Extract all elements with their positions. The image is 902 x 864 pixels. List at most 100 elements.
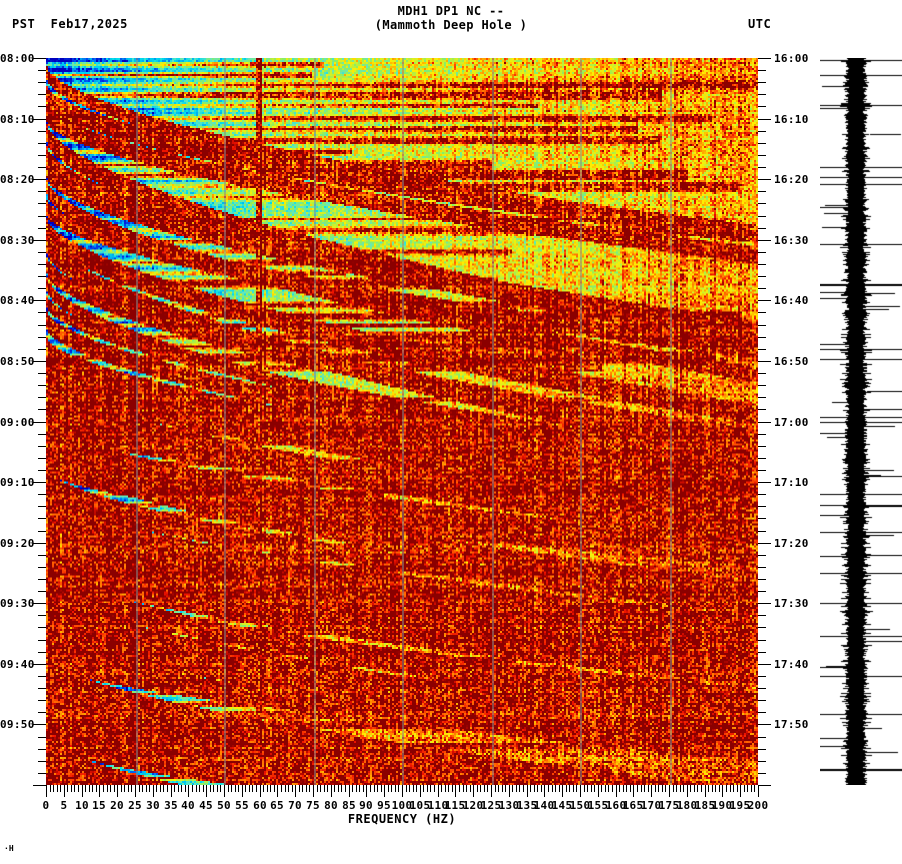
freq-tick-major xyxy=(598,785,599,797)
time-tick-major-right xyxy=(758,361,771,362)
freq-tick-minor xyxy=(416,785,417,792)
time-tick-minor-right xyxy=(758,70,766,71)
time-label-pst: 09:10 xyxy=(0,476,35,489)
freq-label: 155 xyxy=(587,799,609,812)
freq-tick-minor xyxy=(252,785,253,792)
freq-tick-major xyxy=(669,785,670,797)
time-tick-major-left xyxy=(33,543,46,544)
freq-tick-minor xyxy=(612,785,613,792)
time-tick-minor-left xyxy=(38,70,46,71)
freq-label: 160 xyxy=(605,799,627,812)
time-tick-minor-right xyxy=(758,385,766,386)
freq-tick-minor xyxy=(445,785,446,792)
time-tick-minor-left xyxy=(38,652,46,653)
freq-label: 65 xyxy=(270,799,284,812)
time-tick-major-left xyxy=(33,58,46,59)
time-tick-minor-left xyxy=(38,94,46,95)
freq-label: 95 xyxy=(377,799,391,812)
time-tick-minor-left xyxy=(38,434,46,435)
time-tick-minor-right xyxy=(758,531,766,532)
freq-label: 185 xyxy=(694,799,716,812)
freq-label: 90 xyxy=(359,799,373,812)
station-code-label: MDH1 DP1 NC -- xyxy=(397,4,505,18)
time-tick-minor-right xyxy=(758,373,766,374)
freq-tick-minor xyxy=(665,785,666,792)
freq-tick-major xyxy=(153,785,154,797)
freq-label: 20 xyxy=(110,799,124,812)
page-title: MDH1 DP1 NC -- (Mammoth Deep Hole ) xyxy=(0,4,902,32)
freq-label: 35 xyxy=(164,799,178,812)
freq-tick-minor xyxy=(644,785,645,792)
freq-tick-minor xyxy=(320,785,321,792)
seismogram-trace-image[interactable] xyxy=(820,58,902,785)
freq-tick-minor xyxy=(327,785,328,792)
time-tick-minor-right xyxy=(758,458,766,459)
freq-tick-major xyxy=(420,785,421,797)
freq-tick-minor xyxy=(114,785,115,792)
seismogram-trace-panel[interactable] xyxy=(820,58,902,785)
spectrogram-image[interactable] xyxy=(46,58,758,785)
freq-tick-minor xyxy=(391,785,392,792)
freq-label: 140 xyxy=(533,799,555,812)
freq-tick-minor xyxy=(50,785,51,792)
time-tick-minor-left xyxy=(38,131,46,132)
freq-tick-major xyxy=(64,785,65,797)
freq-tick-minor xyxy=(587,785,588,792)
time-label-pst: 08:20 xyxy=(0,173,35,186)
freq-tick-major xyxy=(46,785,47,797)
freq-tick-major xyxy=(402,785,403,797)
time-tick-major-right xyxy=(758,543,771,544)
freq-tick-minor xyxy=(662,785,663,792)
freq-tick-minor xyxy=(754,785,755,792)
freq-tick-minor xyxy=(541,785,542,792)
time-tick-minor-left xyxy=(38,191,46,192)
freq-tick-minor xyxy=(192,785,193,792)
freq-tick-major xyxy=(313,785,314,797)
freq-tick-major xyxy=(651,785,652,797)
freq-label: 170 xyxy=(640,799,662,812)
freq-tick-minor xyxy=(601,785,602,792)
time-tick-minor-left xyxy=(38,82,46,83)
time-tick-minor-right xyxy=(758,688,766,689)
time-tick-minor-right xyxy=(758,627,766,628)
freq-tick-minor xyxy=(413,785,414,792)
freq-tick-minor xyxy=(591,785,592,792)
freq-tick-major xyxy=(295,785,296,797)
freq-tick-minor xyxy=(733,785,734,792)
freq-tick-minor xyxy=(641,785,642,792)
freq-tick-major xyxy=(117,785,118,797)
freq-tick-minor xyxy=(57,785,58,792)
spectrogram-plot[interactable] xyxy=(46,58,758,785)
freq-tick-minor xyxy=(60,785,61,792)
freq-tick-minor xyxy=(495,785,496,792)
freq-tick-minor xyxy=(530,785,531,792)
freq-tick-minor xyxy=(459,785,460,792)
time-tick-minor-right xyxy=(758,640,766,641)
time-tick-minor-left xyxy=(38,700,46,701)
freq-tick-minor xyxy=(466,785,467,792)
freq-label: 25 xyxy=(128,799,142,812)
time-tick-minor-left xyxy=(38,627,46,628)
freq-tick-minor xyxy=(719,785,720,792)
freq-tick-major xyxy=(705,785,706,797)
freq-label: 105 xyxy=(409,799,431,812)
freq-tick-minor xyxy=(427,785,428,792)
freq-tick-minor xyxy=(690,785,691,792)
time-tick-minor-left xyxy=(38,106,46,107)
freq-tick-minor xyxy=(434,785,435,792)
freq-tick-minor xyxy=(89,785,90,792)
freq-tick-minor xyxy=(85,785,86,792)
freq-tick-minor xyxy=(228,785,229,792)
time-tick-minor-right xyxy=(758,82,766,83)
freq-tick-minor xyxy=(302,785,303,792)
freq-tick-minor xyxy=(637,785,638,792)
freq-tick-minor xyxy=(552,785,553,792)
freq-tick-minor xyxy=(409,785,410,792)
freq-tick-minor xyxy=(658,785,659,792)
freq-tick-minor xyxy=(676,785,677,792)
freq-tick-minor xyxy=(715,785,716,792)
time-tick-major-right xyxy=(758,240,771,241)
freq-tick-minor xyxy=(726,785,727,792)
time-tick-major-right xyxy=(758,179,771,180)
freq-label: 190 xyxy=(711,799,733,812)
